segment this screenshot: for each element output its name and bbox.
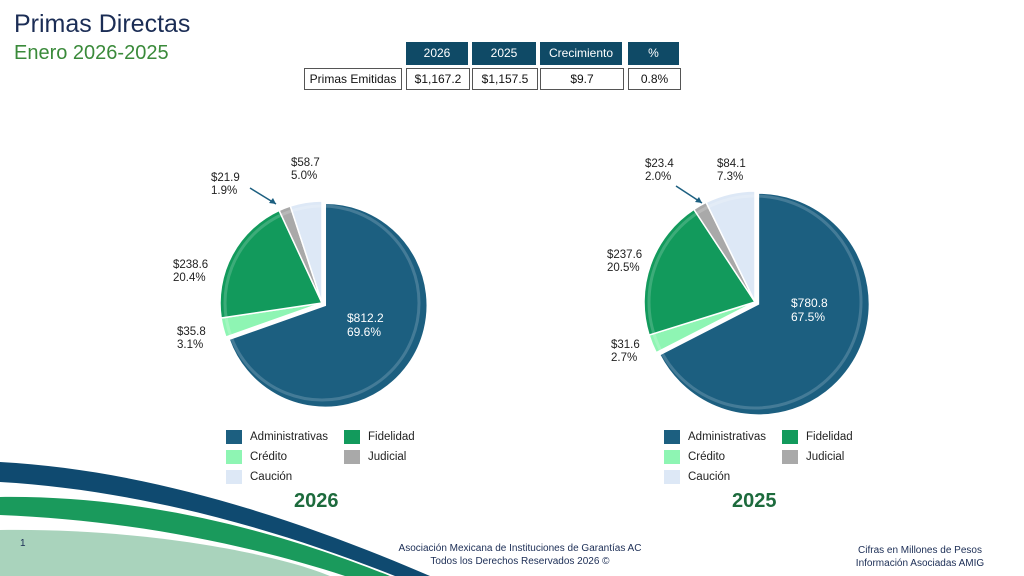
source-note: Información Asociadas AMIG	[855, 558, 985, 569]
page-number: 1	[20, 538, 26, 549]
percent: 2.0%	[645, 171, 672, 183]
percent: 67.5%	[791, 310, 826, 324]
legend-label: Judicial	[806, 451, 845, 463]
label-2026-credito: $35.8 3.1%	[177, 326, 206, 352]
table-header-2026: 2026	[406, 42, 468, 65]
legend-item-credito: Crédito	[226, 450, 344, 464]
percent: 1.9%	[211, 185, 238, 197]
label-2025-caucion: $84.1 7.3%	[717, 158, 746, 184]
percent: 20.4%	[173, 272, 206, 284]
legend-label: Administrativas	[688, 431, 766, 443]
label-2025-fidelidad: $237.6 20.5%	[607, 249, 642, 275]
percent: 20.5%	[607, 262, 640, 274]
label-2025-administrativas: $780.8 67.5%	[791, 296, 828, 324]
percent: 3.1%	[177, 339, 204, 351]
pie-slice-2025-administrativas	[658, 192, 871, 416]
chart-title-2025: 2025	[732, 490, 777, 512]
legend-swatch	[226, 470, 242, 484]
table-row-label: Primas Emitidas	[304, 68, 402, 90]
table-cell-pct: 0.8%	[628, 68, 681, 90]
legend-item-caucion: Caución	[226, 470, 344, 484]
chart-title-2026: 2026	[294, 490, 339, 512]
legend-swatch	[782, 450, 798, 464]
percent: 7.3%	[717, 171, 744, 183]
org-name: Asociación Mexicana de Instituciones de …	[398, 543, 642, 554]
footer-note: Cifras en Millones de Pesos Información A…	[820, 544, 1020, 570]
legend-swatch	[782, 430, 798, 444]
value: $84.1	[717, 158, 746, 170]
value: $23.4	[645, 158, 674, 170]
legend-label: Caución	[688, 471, 731, 483]
legend-swatch	[664, 430, 680, 444]
legend-label: Crédito	[688, 451, 726, 463]
table-cell-2026: $1,167.2	[406, 68, 470, 90]
pie-slice-2025-caucion	[705, 190, 756, 303]
value: $31.6	[611, 339, 640, 351]
copyright: Todos los Derechos Reservados 2026 ©	[430, 556, 610, 567]
label-2026-administrativas: $812.2 69.6%	[347, 311, 384, 339]
legend-swatch	[664, 470, 680, 484]
legend-label: Crédito	[250, 451, 288, 463]
table-header-pct: %	[628, 42, 679, 65]
legend-label: Fidelidad	[806, 431, 853, 443]
value: $35.8	[177, 326, 206, 338]
legend-item-administrativas: Administrativas	[226, 430, 344, 444]
value: $21.9	[211, 172, 240, 184]
pie-bevel	[223, 204, 421, 402]
label-2025-credito: $31.6 2.7%	[611, 339, 640, 365]
footer-org: Asociación Mexicana de Instituciones de …	[370, 542, 670, 568]
legend-label: Fidelidad	[368, 431, 415, 443]
legend-item-caucion: Caución	[664, 470, 782, 484]
pie-slice-2026-caucion	[289, 200, 323, 304]
percent: 2.7%	[611, 352, 638, 364]
legend-label: Judicial	[368, 451, 407, 463]
table-header-growth: Crecimiento	[540, 42, 622, 65]
value: $780.8	[791, 296, 828, 310]
percent: 69.6%	[347, 325, 382, 339]
legend-label: Caución	[250, 471, 293, 483]
arrow-head	[269, 198, 276, 204]
legend-swatch	[226, 430, 242, 444]
legend-swatch	[664, 450, 680, 464]
pie-slice-2025-fidelidad	[643, 208, 757, 337]
legend-item-fidelidad: Fidelidad	[782, 430, 892, 444]
table-header-2025: 2025	[472, 42, 536, 65]
table-cell-2025: $1,157.5	[472, 68, 538, 90]
table-cell-growth: $9.7	[540, 68, 624, 90]
legend-item-judicial: Judicial	[344, 450, 454, 464]
pie-bevel	[647, 194, 863, 410]
value: $237.6	[607, 249, 643, 261]
page-title: Primas Directas	[14, 10, 191, 38]
legend-2025: Administrativas Fidelidad Crédito Judicial C…	[664, 430, 904, 484]
legend-item-administrativas: Administrativas	[664, 430, 782, 444]
legend-item-credito: Crédito	[664, 450, 782, 464]
legend-swatch	[226, 450, 242, 464]
legend-label: Administrativas	[250, 431, 328, 443]
label-2026-caucion: $58.7 5.0%	[291, 157, 320, 183]
pie-slice-2026-administrativas	[228, 202, 429, 409]
label-2026-judicial: $21.9 1.9%	[211, 172, 240, 198]
arrow-head	[695, 197, 702, 203]
pie-slice-2026-fidelidad	[219, 209, 324, 319]
label-2025-judicial: $23.4 2.0%	[645, 158, 674, 184]
legend-2026: Administrativas Fidelidad Crédito Judicial C…	[226, 430, 466, 484]
value: $58.7	[291, 157, 320, 169]
percent: 5.0%	[291, 170, 318, 182]
value: $812.2	[347, 311, 384, 325]
page-subtitle: Enero 2026-2025	[14, 42, 169, 64]
label-2026-fidelidad: $238.6 20.4%	[173, 259, 208, 285]
legend-item-fidelidad: Fidelidad	[344, 430, 454, 444]
value: $238.6	[173, 259, 209, 271]
legend-swatch	[344, 450, 360, 464]
legend-swatch	[344, 430, 360, 444]
units-note: Cifras en Millones de Pesos	[858, 545, 982, 556]
legend-item-judicial: Judicial	[782, 450, 892, 464]
